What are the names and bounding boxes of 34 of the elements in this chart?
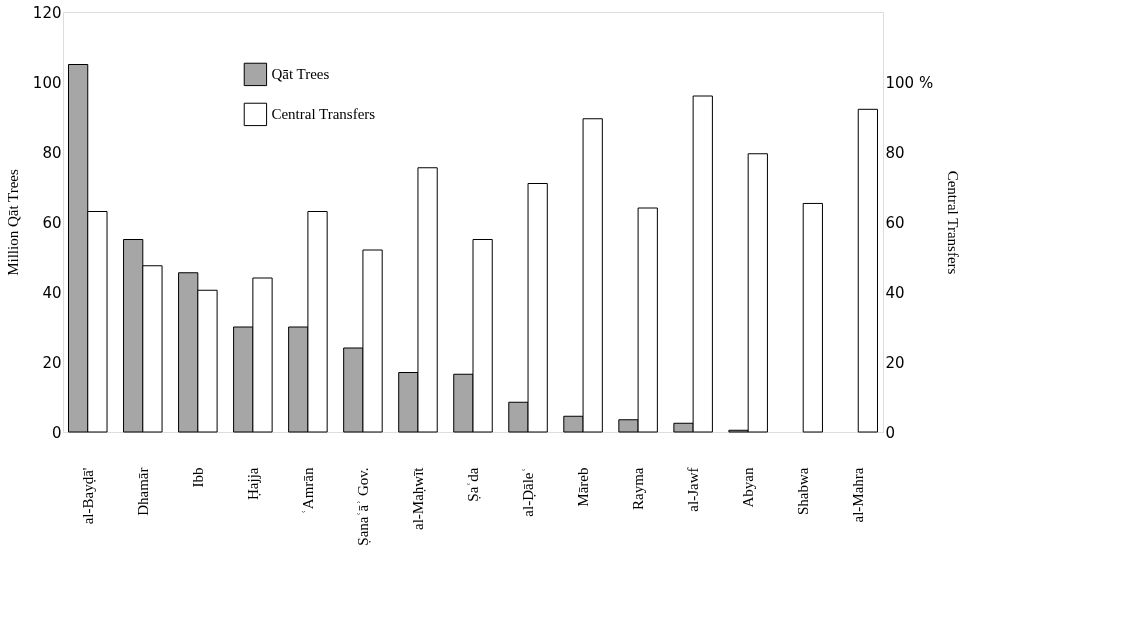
y-tick-label: 100 bbox=[32, 73, 62, 92]
x-tick-label: al-Ḍāleʿ bbox=[520, 467, 537, 517]
y-tick-label: 80 bbox=[42, 143, 62, 162]
y2-tick-label: 0 bbox=[885, 423, 896, 442]
x-tick-label: Ṣanaʿāʾ Gov. bbox=[354, 467, 371, 546]
x-tick-label: al-Jawf bbox=[685, 467, 702, 512]
x-tick-label: Ṣaʿda bbox=[465, 467, 481, 502]
x-tick-label: Dhamār bbox=[134, 467, 151, 516]
x-tick-label: ʿAmrān bbox=[299, 467, 316, 515]
x-tick-label: Abyan bbox=[740, 467, 757, 508]
bar bbox=[857, 108, 878, 433]
y2-tick-label: 20 bbox=[885, 353, 905, 372]
x-tick-label: Māreb bbox=[575, 467, 592, 507]
y2-tick-label: 80 bbox=[885, 143, 905, 162]
y-tick-label: 20 bbox=[42, 353, 62, 372]
x-tick-label: al-Bayḍā' bbox=[79, 467, 96, 525]
y-tick-label: 120 bbox=[32, 3, 62, 22]
x-tick-label: Shabwa bbox=[795, 467, 812, 515]
x-tick-label: Rayma bbox=[630, 467, 647, 510]
y2-tick-label: 60 bbox=[885, 213, 905, 232]
y-tick-label: 60 bbox=[42, 213, 62, 232]
y-tick-label: 0 bbox=[51, 423, 62, 442]
x-tick-label: al-Maḥwīt bbox=[409, 466, 426, 530]
legend-label: Central Transfers bbox=[271, 106, 376, 123]
y-tick-label: 40 bbox=[42, 283, 62, 302]
x-tick-label: Ḥajja bbox=[244, 467, 261, 500]
y2-tick-label: 100 % bbox=[885, 73, 934, 92]
bar bbox=[802, 202, 823, 433]
legend-label: Qāt Trees bbox=[271, 66, 330, 83]
x-tick-label: al-Mahra bbox=[850, 467, 867, 523]
y2-axis-title: Central Transfers bbox=[945, 170, 962, 275]
y2-tick-label: 40 bbox=[885, 283, 905, 302]
y-axis-title: Million Qāt Trees bbox=[4, 169, 21, 276]
x-tick-label: Ibb bbox=[189, 467, 206, 488]
